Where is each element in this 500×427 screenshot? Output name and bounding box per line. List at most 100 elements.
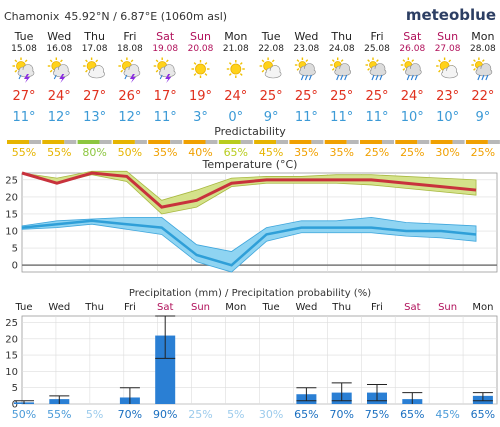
min-temp: 11° [295,110,318,125]
precipitation-day-label: Wed [295,302,317,313]
day-date: 24.08 [329,44,355,54]
precipitation-probability: 65% [471,408,495,421]
precipitation-day-label: Thu [331,302,351,313]
max-temp: 25° [260,89,283,104]
precipitation-probability: 45% [435,408,459,421]
precipitation-tick: 0 [12,400,18,411]
brand-logo: meteoblue [406,6,496,24]
predictability-bar-rest [240,140,253,144]
predictability-value: 30% [435,146,459,159]
day-name: Sat [403,30,422,43]
partly-cloudy-thunder-icon [118,57,141,83]
day-date: 22.08 [258,44,284,54]
min-temp: 13° [83,110,106,125]
cloud-rain-icon [330,57,352,81]
predictability-value: 35% [294,146,318,159]
predictability-bar [77,140,100,144]
precipitation-probability: 70% [118,408,142,421]
predictability-value: 80% [82,146,106,159]
predictability-bar [430,140,453,144]
day-name: Mon [471,30,494,43]
day-date: 17.08 [82,44,108,54]
predictability-bar [395,140,418,144]
predictability-bar-rest [276,140,289,144]
precipitation-day-label: Sat [157,302,173,313]
precipitation-tick: 15 [5,351,18,362]
precipitation-day-label: Sun [438,302,457,313]
precipitation-day-label: Fri [124,302,136,313]
predictability-bar [148,140,171,144]
max-temp: 25° [330,89,353,104]
predictability-bar-rest [205,140,218,144]
max-temp: 25° [365,89,388,104]
max-temp: 22° [471,89,494,104]
predictability-bar [324,140,347,144]
predictability-bar [289,140,312,144]
min-temp: 9° [476,110,491,125]
min-temp: 3° [193,110,208,125]
min-temp: 9° [264,110,279,125]
day-date: 27.08 [435,44,461,54]
cloud-rain-icon [365,57,387,81]
precipitation-probability: 55% [47,408,71,421]
precipitation-probability: 25% [188,408,212,421]
day-name: Mon [224,30,247,43]
predictability-row: 55% 55% 80% 50% 35% 40% 65% 45% 35% 35% 25% 25% 30% 2… [7,140,500,159]
predictability-value: 35% [153,146,177,159]
min-temp: 10° [436,110,459,125]
predictability-bar [7,140,29,144]
precipitation-probability: 90% [153,408,177,421]
min-temp: 12° [48,110,71,125]
partly-cloudy-thunder-icon [47,57,70,83]
day-date: 26.08 [399,44,425,54]
min-temp: 0° [228,110,243,125]
location-title: Chamonix 45.92°N / 6.87°E (1060m asl) [4,10,227,23]
max-temp-band [21,170,477,215]
max-temp: 24° [401,89,424,104]
predictability-bar-rest [452,140,465,144]
predictability-bar-rest [64,140,77,144]
predictability-bar-rest [346,140,359,144]
precipitation-tick: 5 [12,383,18,394]
cloud-rain-icon [400,57,422,81]
predictability-bar-rest [311,140,324,144]
day-columns: Tue15.0827°11°Wed16.0824°12°Thu17.0827°1… [11,30,496,125]
precipitation-chart: Tue Wed Thu Fri Sat Sun Mon Tue Wed Thu Fri Sat Sun M… [5,302,498,421]
day-date: 20.08 [188,44,214,54]
predictability-bar-rest [99,140,112,144]
day-date: 18.08 [117,44,143,54]
temperature-tick: 5 [12,244,18,255]
predictability-value: 25% [365,146,389,159]
day-name: Tue [261,30,281,43]
predictability-bar [42,140,65,144]
predictability-bar [218,140,241,144]
max-temp: 26° [118,89,141,104]
partly-cloudy-thunder-icon [153,57,176,83]
precipitation-probability: 70% [329,408,353,421]
cloud-rain-icon [471,57,493,81]
day-date: 25.08 [364,44,390,54]
day-date: 19.08 [152,44,178,54]
precipitation-day-label: Sat [404,302,420,313]
temperature-tick: 20 [5,192,18,203]
min-temp: 12° [118,110,141,125]
precipitation-label: Precipitation (mm) / Precipitation proba… [129,288,371,299]
temperature-label: Temperature (°C) [202,158,298,171]
day-name: Fri [123,30,136,43]
min-temp: 11° [365,110,388,125]
predictability-bar-rest [382,140,394,144]
day-name: Tue [14,30,34,43]
day-date: 21.08 [223,44,249,54]
predictability-bar-rest [487,140,500,144]
day-date: 23.08 [294,44,320,54]
sun-icon [226,60,245,78]
